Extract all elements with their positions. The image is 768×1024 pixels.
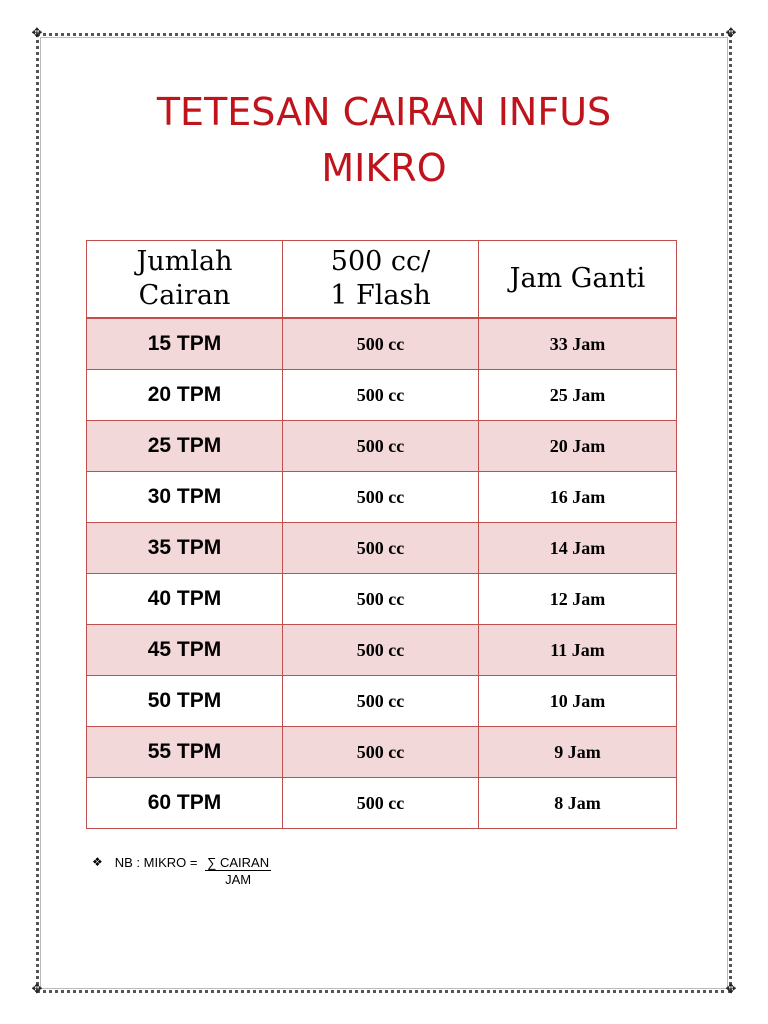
- header-jam-ganti: Jam Ganti: [478, 240, 677, 319]
- infusion-table: Jumlah Cairan 500 cc/ 1 Flash Jam Ganti …: [86, 240, 677, 829]
- fraction-denominator: JAM: [225, 872, 252, 887]
- table-row: 55 TPM 500 cc 9 Jam: [86, 726, 677, 778]
- rate-cell: 50 TPM: [86, 675, 283, 727]
- note-prefix: NB : MIKRO =: [114, 855, 202, 870]
- hours-cell: 12 Jam: [478, 573, 677, 625]
- table-row: 35 TPM 500 cc 14 Jam: [86, 522, 677, 574]
- header-text: Jam Ganti: [509, 263, 646, 294]
- rate-cell: 15 TPM: [86, 317, 283, 370]
- header-text: 500 cc/: [330, 246, 431, 277]
- table-row: 45 TPM 500 cc 11 Jam: [86, 624, 677, 676]
- header-volume: 500 cc/ 1 Flash: [282, 240, 479, 319]
- table-row: 60 TPM 500 cc 8 Jam: [86, 777, 677, 829]
- hours-cell: 9 Jam: [478, 726, 677, 778]
- volume-cell: 500 cc: [282, 624, 479, 676]
- rate-cell: 20 TPM: [86, 369, 283, 421]
- table-row: 50 TPM 500 cc 10 Jam: [86, 675, 677, 727]
- volume-cell: 500 cc: [282, 573, 479, 625]
- decorative-border-inner: [40, 37, 728, 989]
- corner-ornament-icon: ✥: [725, 26, 737, 41]
- volume-cell: 500 cc: [282, 471, 479, 523]
- rate-cell: 55 TPM: [86, 726, 283, 778]
- hours-cell: 20 Jam: [478, 420, 677, 472]
- fraction-numerator: ∑ CAIRAN: [205, 855, 272, 871]
- corner-ornament-icon: ✥: [31, 26, 43, 41]
- rate-cell: 40 TPM: [86, 573, 283, 625]
- rate-cell: 25 TPM: [86, 420, 283, 472]
- table-row: 30 TPM 500 cc 16 Jam: [86, 471, 677, 523]
- hours-cell: 33 Jam: [478, 317, 677, 370]
- volume-cell: 500 cc: [282, 420, 479, 472]
- rate-cell: 35 TPM: [86, 522, 283, 574]
- formula-fraction: ∑ CAIRAN JAM: [205, 855, 272, 887]
- table-row: 20 TPM 500 cc 25 Jam: [86, 369, 677, 421]
- hours-cell: 25 Jam: [478, 369, 677, 421]
- corner-ornament-icon: ✥: [725, 982, 737, 997]
- hours-cell: 11 Jam: [478, 624, 677, 676]
- corner-ornament-icon: ✥: [31, 982, 43, 997]
- table-row: 40 TPM 500 cc 12 Jam: [86, 573, 677, 625]
- volume-cell: 500 cc: [282, 369, 479, 421]
- volume-cell: 500 cc: [282, 522, 479, 574]
- title-line-2: MIKRO: [321, 146, 447, 190]
- hours-cell: 16 Jam: [478, 471, 677, 523]
- volume-cell: 500 cc: [282, 726, 479, 778]
- table-header-row: Jumlah Cairan 500 cc/ 1 Flash Jam Ganti: [86, 240, 677, 319]
- hours-cell: 14 Jam: [478, 522, 677, 574]
- rate-cell: 60 TPM: [86, 777, 283, 829]
- table-row: 15 TPM 500 cc 33 Jam: [86, 317, 677, 370]
- header-text: Jumlah: [136, 246, 233, 277]
- hours-cell: 8 Jam: [478, 777, 677, 829]
- header-jumlah-cairan: Jumlah Cairan: [86, 240, 283, 319]
- volume-cell: 500 cc: [282, 675, 479, 727]
- formula-note: ❖ NB : MIKRO = ∑ CAIRAN JAM: [92, 855, 272, 887]
- page-title: TETESAN CAIRAN INFUS MIKRO: [84, 84, 684, 196]
- header-text: Cairan: [138, 280, 231, 311]
- header-text: 1 Flash: [330, 280, 431, 311]
- volume-cell: 500 cc: [282, 777, 479, 829]
- decorative-border: [36, 33, 732, 993]
- diamond-bullet-icon: ❖: [92, 855, 103, 869]
- volume-cell: 500 cc: [282, 317, 479, 370]
- hours-cell: 10 Jam: [478, 675, 677, 727]
- title-line-1: TETESAN CAIRAN INFUS: [156, 90, 612, 134]
- rate-cell: 30 TPM: [86, 471, 283, 523]
- rate-cell: 45 TPM: [86, 624, 283, 676]
- table-row: 25 TPM 500 cc 20 Jam: [86, 420, 677, 472]
